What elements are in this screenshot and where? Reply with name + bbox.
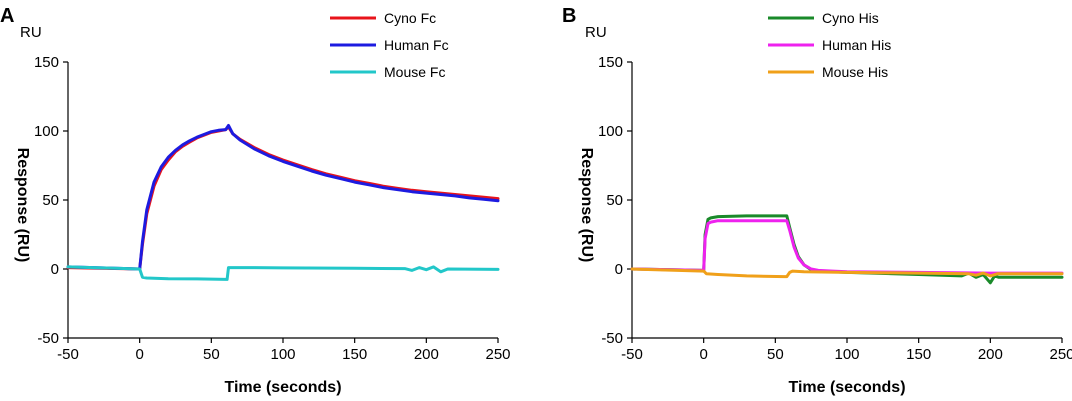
x-tick-label: 0 [135,346,143,363]
x-tick-label: 250 [485,346,510,363]
legend-label: Mouse Fc [384,64,445,80]
y-tick-label: 100 [34,123,59,140]
x-tick-label: 0 [699,346,707,363]
y-axis-title: Response (RU) [578,148,595,263]
panel-letter: A [0,5,14,27]
x-tick-label: 100 [834,346,859,363]
x-tick-label: -50 [621,346,643,363]
x-tick-label: 250 [1049,346,1072,363]
chart-panel-b: B RU 150 100 50 0 -50-50 0 50 100 150 200 250 Time (s… [562,5,1072,396]
x-axis-title: Time (seconds) [788,379,905,396]
legend-label: Mouse His [822,64,888,80]
x-tick-label: 50 [203,346,220,363]
y-tick-label: 100 [598,123,623,140]
y-tick-label: 150 [34,54,59,71]
series-line-mouse-fc [66,265,500,281]
series-line-cyno-fc [66,125,500,271]
legend-label: Human Fc [384,37,449,53]
y-tick-label: 50 [42,192,59,209]
x-tick-label: 150 [906,346,931,363]
x-tick-label: 50 [767,346,784,363]
y-unit-label: RU [585,24,607,41]
y-tick-label: 0 [51,261,59,278]
y-tick-label: -50 [601,330,623,347]
chart-panel-a: A RU 150 100 50 0 -50-50 0 50 100 150 200 250 Time (s… [0,5,511,396]
y-unit-label: RU [20,24,42,41]
series-line-human-his [630,219,1064,275]
legend-label: Cyno His [822,10,879,26]
y-tick-label: 150 [598,54,623,71]
y-tick-label: -50 [37,330,59,347]
legend-label: Human His [822,37,891,53]
x-tick-label: 200 [978,346,1003,363]
x-tick-label: 200 [414,346,439,363]
x-tick-label: 100 [270,346,295,363]
x-tick-label: 150 [342,346,367,363]
x-tick-label: -50 [57,346,79,363]
series-line-human-fc [66,124,500,271]
y-tick-label: 50 [606,192,623,209]
legend: Cyno His Human His Mouse His [768,10,891,80]
y-tick-label: 0 [615,261,623,278]
x-axis-title: Time (seconds) [224,379,341,396]
series-line-mouse-his [630,267,1064,279]
panel-letter: B [562,5,576,27]
legend: Cyno Fc Human Fc Mouse Fc [330,10,449,80]
y-axis-title: Response (RU) [14,148,31,263]
legend-label: Cyno Fc [384,10,436,26]
